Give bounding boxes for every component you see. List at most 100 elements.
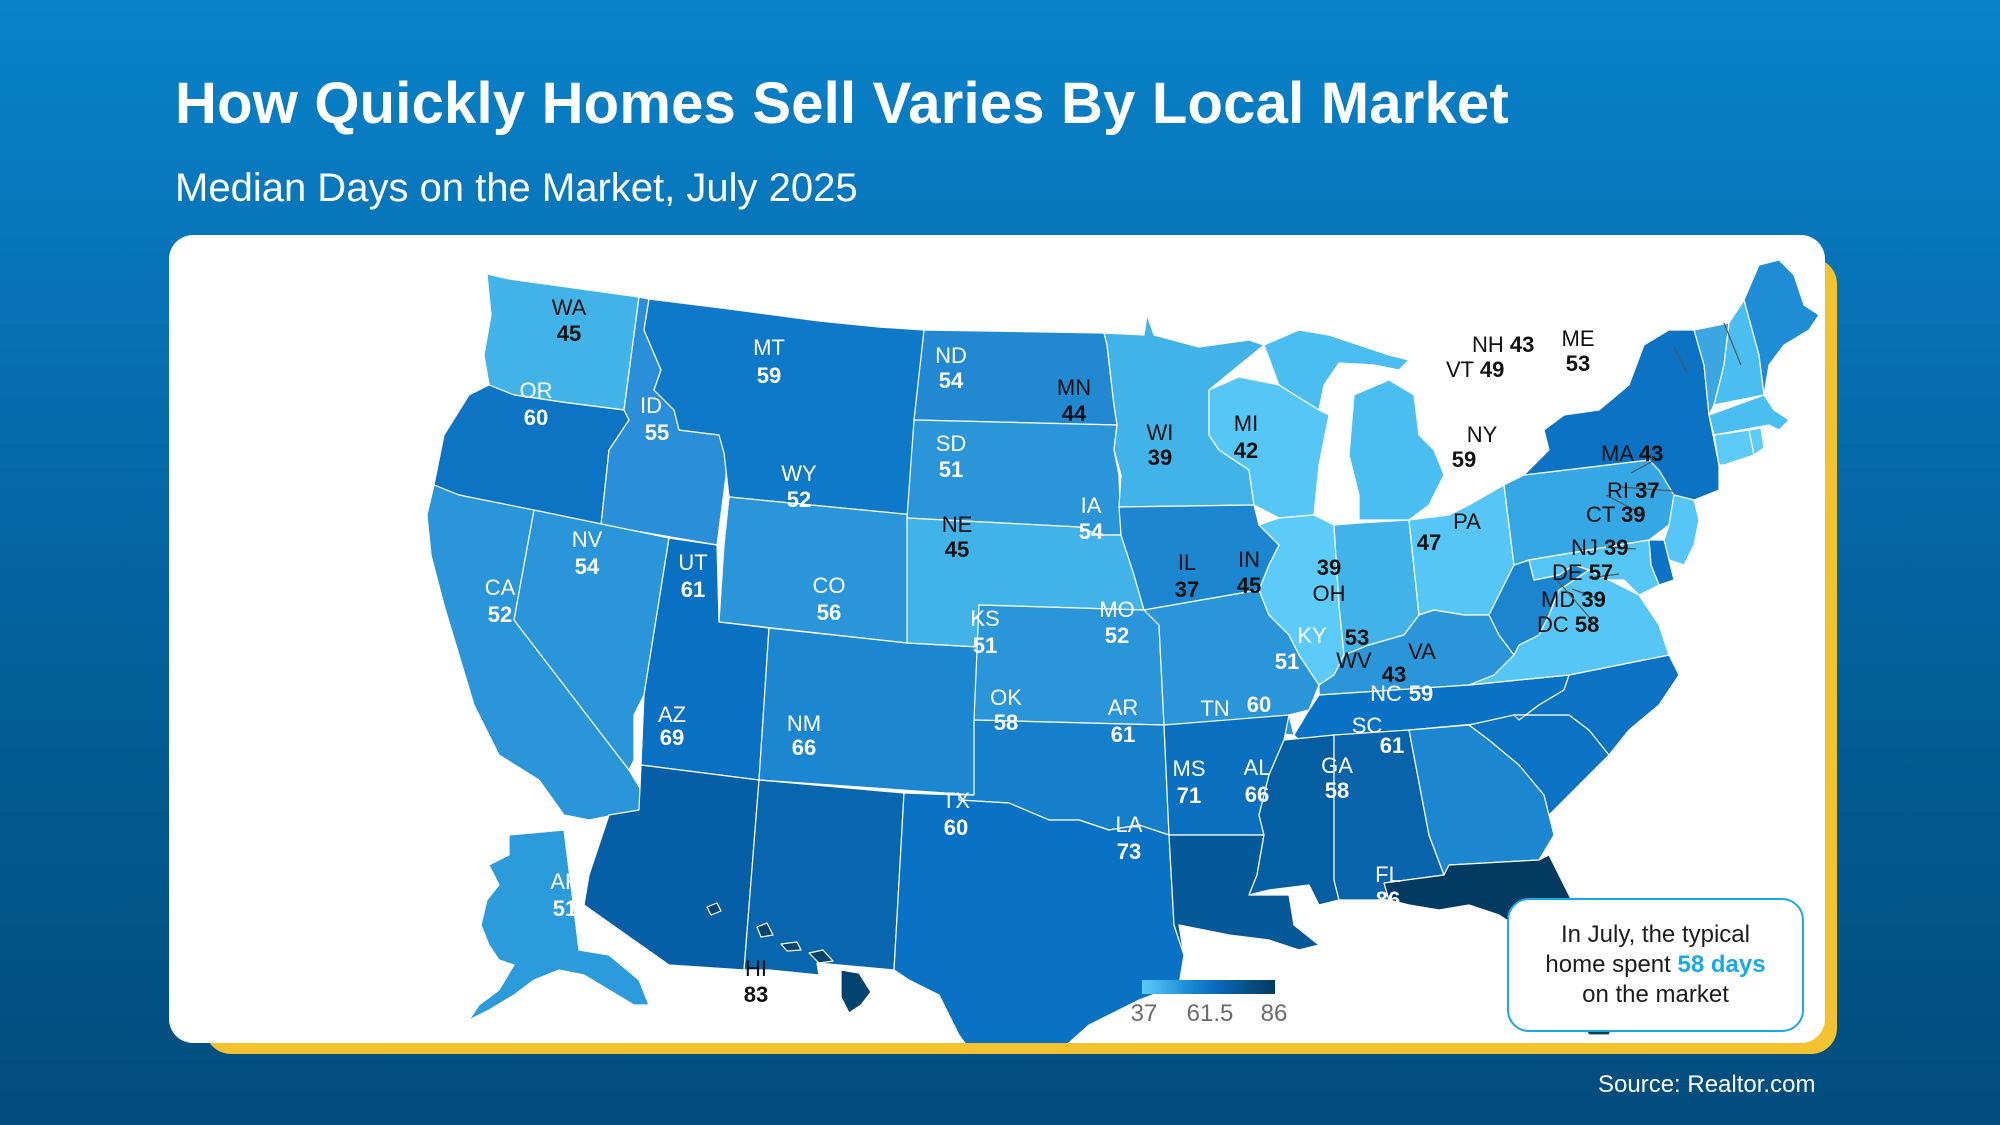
leader-line-vt — [1673, 346, 1688, 374]
state-value-ky: 51 — [1275, 649, 1299, 674]
state-label-mn: MN — [1057, 375, 1091, 400]
state-hi — [706, 902, 872, 1014]
legend-mid-label: 61.5 — [1186, 1000, 1234, 1027]
map-card: WA 45 OR 60 CA 52 ID 55 NV 54 MT 59 WY 52 UT 61 CO 56 AZ 69… — [169, 235, 1825, 1043]
state-label-tn: TN — [1200, 696, 1229, 721]
state-label-ky: KY — [1297, 623, 1327, 648]
leader-line-nh — [1723, 322, 1742, 366]
leader-line-dc — [1556, 579, 1597, 626]
state-value-oh: 39 — [1317, 555, 1341, 580]
callout-line-1: In July, the typical — [1561, 921, 1750, 948]
state-value-va: 43 — [1382, 662, 1406, 687]
state-label-mt: MT — [753, 335, 785, 360]
state-value-nd: 54 — [939, 368, 964, 393]
callout-label-vt: VT 49 — [1446, 357, 1504, 382]
state-label-hi: HI — [745, 956, 767, 981]
state-label-ms: MS — [1173, 756, 1206, 781]
national-median-callout-box: In July, the typical home spent 58 days … — [1507, 898, 1804, 1032]
state-label-fl: FL — [1375, 862, 1401, 887]
state-value-id: 55 — [645, 420, 669, 445]
callout-line-2: home spent 58 days — [1545, 950, 1765, 980]
state-md — [1528, 539, 1660, 596]
callout-line-3: on the market — [1582, 981, 1729, 1008]
state-value-me: 53 — [1566, 351, 1590, 376]
page-title: How Quickly Homes Sell Varies By Local M… — [175, 71, 1509, 136]
state-value-wi: 39 — [1148, 445, 1172, 470]
state-label-id: ID — [640, 393, 662, 418]
state-value-mo: 52 — [1105, 623, 1129, 648]
state-label-la: LA — [1116, 812, 1143, 837]
state-label-ar: AR — [1108, 695, 1139, 720]
state-label-az: AZ — [658, 702, 686, 727]
state-label-wv: WV — [1336, 648, 1372, 673]
callout-label-dc: DC 58 — [1537, 612, 1599, 637]
state-value-ca: 52 — [488, 602, 512, 627]
callout-label-ma: MA 43 — [1601, 441, 1663, 466]
state-label-pa: PA — [1453, 509, 1481, 534]
state-mt — [643, 298, 925, 516]
state-label-co: CO — [813, 573, 846, 598]
state-value-in: 45 — [1237, 573, 1261, 598]
color-scale-legend: 37 61.5 86 — [1130, 980, 1302, 1030]
state-value-nm: 66 — [792, 735, 816, 760]
state-value-tx: 60 — [944, 815, 968, 840]
callout-label-ri: RI 37 — [1607, 478, 1660, 503]
state-label-va: VA — [1408, 639, 1436, 664]
state-label-ok: OK — [990, 685, 1022, 710]
legend-ticks: 37 61.5 86 — [1130, 1000, 1292, 1030]
state-nm — [743, 779, 905, 976]
state-ct — [1713, 429, 1755, 466]
state-label-mi: MI — [1234, 411, 1258, 436]
state-label-mo: MO — [1099, 597, 1134, 622]
state-value-hi: 83 — [744, 982, 768, 1007]
state-ri — [1748, 427, 1765, 456]
state-value-al: 66 — [1245, 782, 1269, 807]
state-label-tx: TX — [942, 788, 970, 813]
state-value-ok: 58 — [994, 710, 1018, 735]
callout-line-2-prefix: home spent — [1545, 951, 1678, 978]
state-value-co: 56 — [817, 600, 841, 625]
legend-max-label: 86 — [1260, 1000, 1288, 1027]
state-label-wa: WA — [552, 295, 587, 320]
state-value-ne: 45 — [945, 537, 969, 562]
state-value-ga: 58 — [1325, 778, 1349, 803]
state-label-al: AL — [1244, 755, 1271, 780]
callout-label-nh: NH 43 — [1472, 332, 1534, 357]
callout-label-ct: CT 39 — [1586, 502, 1646, 527]
state-label-in: IN — [1238, 547, 1260, 572]
leader-line-ct — [1605, 494, 1645, 516]
leader-line-ri — [1620, 486, 1675, 492]
leader-line-ma — [1630, 454, 1665, 474]
state-label-oh: OH — [1313, 581, 1346, 606]
state-ak — [468, 829, 650, 1021]
legend-gradient-bar — [1142, 980, 1275, 994]
state-value-la: 73 — [1117, 839, 1141, 864]
state-label-ne: NE — [942, 512, 973, 537]
state-value-mt: 59 — [757, 363, 781, 388]
state-value-ia: 54 — [1079, 519, 1104, 544]
state-label-wy: WY — [781, 461, 817, 486]
state-label-ny: NY — [1467, 422, 1498, 447]
state-value-ak: 51 — [553, 896, 577, 921]
state-label-nm: NM — [787, 711, 821, 736]
state-label-nd: ND — [935, 343, 967, 368]
state-label-ut: UT — [678, 550, 707, 575]
state-value-ms: 71 — [1177, 783, 1201, 808]
state-value-mi: 42 — [1234, 438, 1258, 463]
state-value-nc: 59 — [1409, 681, 1433, 706]
state-value-wv: 53 — [1345, 625, 1369, 650]
state-label-sc: SC — [1352, 713, 1383, 738]
state-value-mn: 44 — [1062, 401, 1087, 426]
state-value-ut: 61 — [681, 577, 705, 602]
state-value-ar: 61 — [1111, 722, 1135, 747]
state-label-ca: CA — [485, 575, 516, 600]
leader-line-nj — [1605, 546, 1637, 550]
state-nc — [1513, 654, 1680, 756]
state-value-ny: 59 — [1452, 447, 1476, 472]
state-label-ga: GA — [1321, 753, 1353, 778]
legend-min-label: 37 — [1130, 1000, 1158, 1027]
state-me — [1743, 259, 1820, 396]
state-label-wi: WI — [1147, 420, 1174, 445]
state-label-sd: SD — [936, 431, 967, 456]
